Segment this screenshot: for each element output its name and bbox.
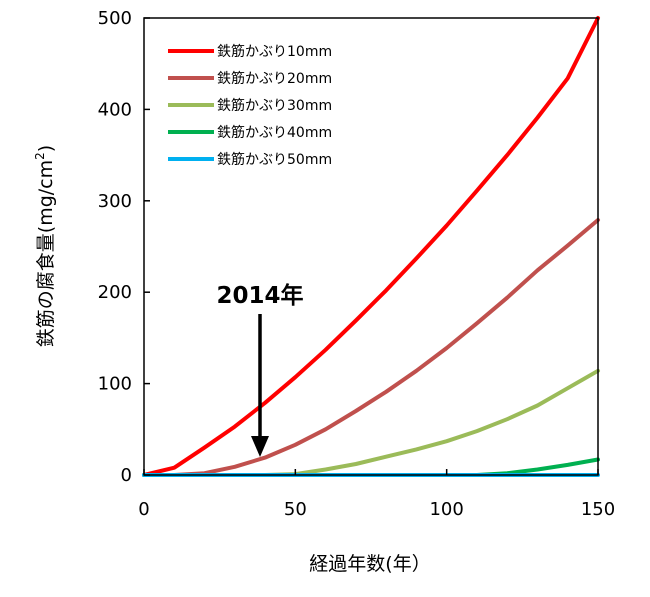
x-axis-title: 経過年数(年）	[309, 553, 430, 575]
y-axis-title: 鉄筋の腐食量(mg/cm2)	[33, 145, 57, 347]
legend: 鉄筋かぶり10mm 鉄筋かぶり20mm 鉄筋かぶり30mm 鉄筋かぶり40mm 鉄筋かぶ…	[168, 43, 332, 168]
legend-label-4: 鉄筋かぶり40mm	[217, 124, 332, 141]
series-line-2	[142, 218, 600, 477]
y-axis-title-end: )	[35, 145, 57, 152]
y-tick-label: 100	[98, 374, 132, 395]
legend-label-5: 鉄筋かぶり50mm	[217, 151, 332, 168]
y-tick-label: 200	[98, 282, 132, 303]
tick-layer: 0 100 200 300 400 500 0 50 100 150	[98, 8, 616, 520]
annotation-arrowhead	[251, 436, 269, 457]
x-tick-label: 100	[429, 499, 463, 520]
y-tick-label: 0	[121, 465, 132, 486]
legend-label-2: 鉄筋かぶり20mm	[217, 70, 332, 87]
y-tick-label: 300	[98, 191, 132, 212]
y-tick-label: 500	[98, 8, 132, 29]
x-tick-label: 50	[284, 499, 307, 520]
series-line-1	[142, 16, 600, 477]
legend-label-3: 鉄筋かぶり30mm	[217, 97, 332, 114]
y-tick-label: 400	[98, 99, 132, 120]
series-line-3	[142, 368, 600, 477]
plot-area	[143, 17, 599, 476]
annotation-label: 2014年	[216, 282, 303, 309]
series-layer	[142, 16, 600, 477]
legend-label-1: 鉄筋かぶり10mm	[217, 43, 332, 60]
x-tick-label: 0	[138, 499, 149, 520]
x-tick-label: 150	[581, 499, 615, 520]
axes-layer	[143, 17, 599, 476]
y-axis-title-main: 鉄筋の腐食量(mg/cm	[35, 160, 57, 347]
y-axis-title-sup: 2	[33, 152, 47, 160]
